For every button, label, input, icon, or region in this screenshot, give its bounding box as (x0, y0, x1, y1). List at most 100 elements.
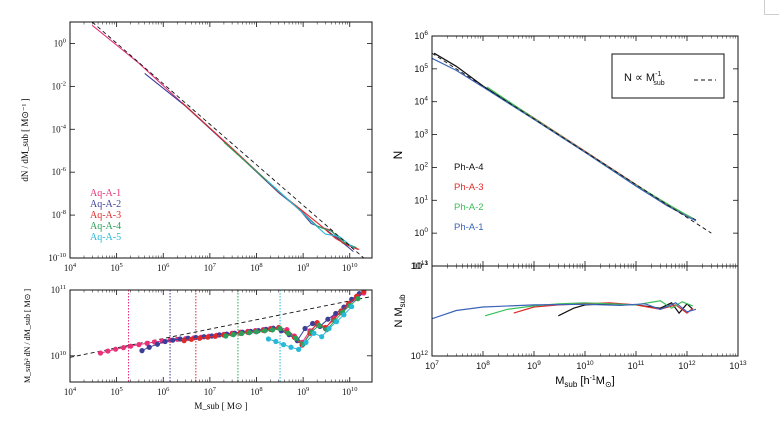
left-bottom-point-aq-a-3 (361, 290, 367, 295)
left_top-xtick-label: 109 (297, 262, 309, 273)
left-top-reference-line (91, 22, 365, 258)
left_top-ytick-label: 10-8 (52, 209, 66, 220)
left_top-xtick-label: 108 (250, 262, 262, 273)
left-bottom-point-aq-a-2 (333, 310, 339, 317)
left-bottom-plot-area (70, 290, 372, 382)
left-top-legend-aq-a-2: Aq-A-2 (90, 199, 121, 210)
left_bottom-xtick-label: 108 (250, 386, 262, 397)
right_top-ytick-label: 100 (414, 227, 428, 238)
right_top-ytick-label: 104 (414, 96, 428, 107)
left-bottom-point-aq-a-4 (253, 329, 260, 335)
left-top-legend-aq-a-3: Aq-A-3 (90, 210, 121, 221)
left-bottom-point-aq-a-1 (105, 348, 111, 354)
right-top-plot-area (432, 52, 712, 234)
left-bottom-point-aq-a-2 (162, 338, 168, 345)
right_bottom-xtick-label: 107 (425, 360, 439, 371)
left_top-xtick-label: 1010 (342, 262, 358, 273)
left-bottom-point-aq-a-5 (341, 312, 347, 318)
right-top-legend-box (611, 53, 725, 99)
left-bottom-point-aq-a-5 (319, 334, 325, 340)
left-bottom-point-aq-a-2 (170, 337, 176, 343)
left-top-legend-aq-a-1: Aq-A-1 (90, 188, 121, 199)
right_bottom-xtick-label: 1010 (576, 360, 594, 371)
right-bottom-ylabel: N Msub (393, 294, 407, 328)
left-top-series-aq-a-4 (223, 141, 357, 249)
left-bottom-point-aq-a-2 (154, 341, 161, 347)
left-bottom-point-aq-a-4 (223, 333, 229, 339)
right_top-ytick-label: 106 (414, 30, 428, 41)
left-bottom-point-aq-a-4 (293, 335, 299, 341)
left-top-series-aq-a-5 (266, 180, 354, 249)
left_top-xtick-label: 104 (64, 262, 77, 273)
left-bottom-ylabel: M_sub² dN / dM_sub [ M⊙ ] (23, 289, 32, 383)
left-bottom-point-aq-a-1 (120, 345, 127, 351)
left-bottom-point-aq-a-2 (146, 344, 152, 350)
right_top-ytick-label: 105 (414, 63, 428, 74)
left-top-legend-aq-a-5: Aq-A-5 (90, 232, 121, 243)
left-bottom-point-aq-a-5 (303, 339, 309, 345)
right-top-legend-ph-a-4: Ph-A-4 (454, 162, 484, 173)
right-bottom-series-ph-a-1 (432, 302, 697, 320)
left-top-ylabel: dN / dM_sub [ M⊙⁻¹ ] (20, 98, 30, 181)
left-bottom-point-aq-a-2 (139, 348, 145, 354)
left-bottom-point-aq-a-4 (316, 322, 322, 328)
left-bottom-point-aq-a-5 (280, 342, 287, 348)
left-bottom-point-aq-a-2 (310, 320, 316, 327)
left-bottom-point-aq-a-5 (349, 303, 355, 310)
right-bottom-plot-area (432, 300, 697, 320)
left-bottom-point-aq-a-5 (288, 344, 294, 350)
right_bottom-xtick-label: 1013 (729, 360, 747, 371)
right-top-legend-text: N ∝ M-1 sub (624, 71, 665, 87)
left-bottom-point-aq-a-2 (349, 296, 355, 302)
left-top-series-aq-a-2 (144, 72, 354, 252)
right-top-ylabel: N (391, 151, 405, 160)
right-bottom-series-ph-a-2 (484, 300, 694, 317)
left-bottom-point-aq-a-1 (144, 340, 150, 346)
right_bottom-ytick-label: 1012 (411, 350, 429, 361)
right-top-reference-line (432, 52, 712, 234)
left-bottom-point-aq-a-3 (181, 338, 187, 344)
left-bottom-point-aq-a-3 (212, 333, 218, 339)
left-bottom-point-aq-a-4 (230, 332, 237, 338)
right_bottom-xtick-label: 109 (527, 360, 541, 371)
left-bottom-reference-line (70, 295, 372, 358)
left-bottom-point-aq-a-5 (296, 346, 302, 353)
left_top-ytick-label: 10-6 (52, 166, 67, 177)
left_bottom-ytick-label: 1011 (51, 284, 66, 295)
right-top-legend-ph-a-3: Ph-A-3 (454, 182, 484, 193)
left-bottom-point-aq-a-3 (196, 335, 203, 341)
right-top-legend-ph-a-1: Ph-A-1 (454, 222, 484, 233)
left-bottom-point-aq-a-4 (277, 325, 283, 332)
left_top-ytick-label: 10-10 (48, 252, 66, 263)
left_top-xtick-label: 105 (111, 262, 123, 273)
left-bottom-point-aq-a-4 (239, 330, 245, 337)
right_bottom-xtick-label: 108 (476, 360, 490, 371)
left_bottom-xtick-label: 107 (204, 386, 217, 397)
left-bottom-point-aq-a-3 (205, 334, 211, 340)
left_bottom-xtick-label: 106 (157, 386, 170, 397)
left-bottom-point-aq-a-2 (177, 336, 183, 342)
left_top-ytick-label: 10-4 (52, 123, 67, 134)
left-top-series-aq-a-3 (181, 101, 360, 251)
right_bottom-ytick-label: 1013 (411, 260, 429, 271)
left-bottom-point-aq-a-4 (262, 328, 268, 334)
right_top-ytick-label: 103 (414, 129, 428, 140)
left-bottom-point-aq-a-1 (112, 346, 119, 352)
right-top-series-ph-a-2 (486, 86, 694, 220)
left-bottom-point-aq-a-1 (136, 342, 142, 348)
corner-fragment (764, 0, 779, 15)
right_top-ytick-label: 101 (414, 194, 428, 205)
right_top-ytick-label: 10-1 (412, 260, 428, 271)
left-bottom-point-aq-a-5 (311, 330, 317, 336)
left-bottom-point-aq-a-1 (97, 350, 104, 356)
left-bottom-point-aq-a-4 (246, 330, 252, 336)
left-bottom-point-aq-a-4 (355, 296, 361, 302)
right-top-legend-ph-a-2: Ph-A-2 (454, 202, 484, 213)
right_top-ytick-label: 102 (414, 161, 428, 172)
left-top-legend-aq-a-4: Aq-A-4 (90, 221, 121, 232)
left-bottom-series-aq-a-2 (141, 293, 360, 352)
left_bottom-xtick-label: 109 (297, 386, 309, 397)
left-bottom-point-aq-a-4 (269, 327, 276, 333)
left-bottom-point-aq-a-2 (302, 325, 308, 332)
